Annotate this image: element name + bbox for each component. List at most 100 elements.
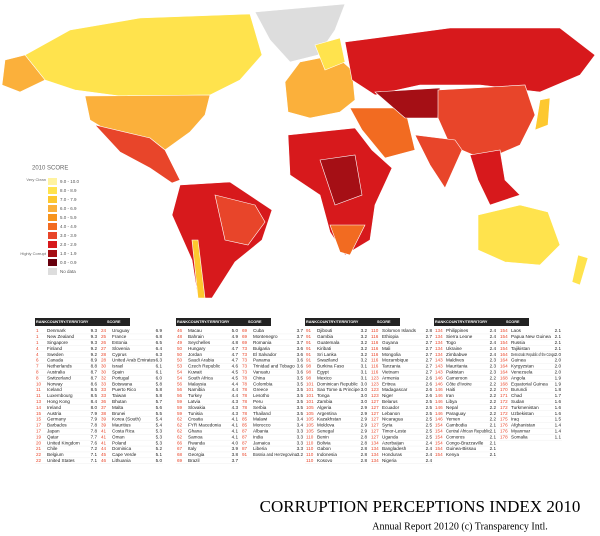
score: 2.1 [490,452,497,457]
table-header: SCORE [107,320,121,324]
score: 4.7 [232,352,239,357]
rank: 85 [242,423,248,428]
rank: 22 [36,452,42,457]
score: 1.4 [555,429,562,434]
score: 5.3 [156,440,163,445]
rank: 87 [242,429,248,434]
rank: 123 [371,381,379,386]
score: 4.1 [232,423,239,428]
score: 5.6 [156,405,163,410]
country: Azerbaijan [382,440,404,445]
legend-swatch [48,259,57,266]
score: 6.5 [156,340,163,345]
country: Afghanistan [511,423,536,428]
score: 1.4 [555,423,562,428]
country: Tunisia [188,411,203,416]
country: Australia [47,370,65,375]
score: 2.3 [490,358,497,363]
country: Kosovo [317,458,333,463]
score: 3.6 [297,346,304,351]
rank: 50 [177,352,183,357]
country: Kyrgyzstan [511,364,534,369]
rank: 15 [36,411,42,416]
country: Senegal [317,429,334,434]
legend-label: 3.0 - 3.9 [60,233,77,238]
country: Dominica [112,446,132,451]
rank: 66 [177,440,183,445]
country: Trinidad and Tobago [253,364,295,369]
score: 3.2 [361,328,368,333]
rank: 1 [36,340,39,345]
score: 2.6 [426,375,433,380]
country: Portugal [112,375,129,380]
score: 6.0 [156,375,163,380]
score: 2.3 [490,370,497,375]
country: Croatia [188,417,203,422]
country: Italy [188,446,197,451]
score: 2.4 [426,452,433,457]
country: Vietnam [382,370,399,375]
score: 7.9 [91,411,98,416]
rank: 127 [371,434,379,439]
rank: 172 [500,411,508,416]
rank: 98 [306,364,312,369]
score: 2.4 [490,334,497,339]
rank: 49 [177,340,183,345]
country: Lebanon [382,411,400,416]
rank: 127 [371,411,379,416]
score: 5.1 [156,452,163,457]
score: 3.3 [297,429,304,434]
score: 5.4 [156,417,163,422]
score: 8.5 [91,387,98,392]
score: 2.5 [426,434,433,439]
score: 3.3 [297,446,304,451]
country: Ireland [47,405,61,410]
rank: 33 [101,387,107,392]
score: 4.3 [232,405,239,410]
score: 4.9 [232,334,239,339]
score: 1.6 [555,411,562,416]
rank: 45 [101,452,107,457]
score: 2.2 [490,399,497,404]
legend-label: 6.0 - 6.9 [60,206,77,211]
country: Cameroon [446,375,468,380]
rank: 56 [177,393,183,398]
rank: 116 [371,346,379,351]
country: Belarus [382,399,398,404]
legend-label: 4.0 - 4.9 [60,224,77,229]
country: Netherlands [47,364,72,369]
score: 4.8 [232,340,239,345]
country: Ecuador [382,405,400,410]
country: Mali [382,346,390,351]
score: 2.5 [426,399,433,404]
table-header: COUNTRY/TERRITORY [446,320,488,324]
score: 8.7 [91,370,98,375]
table-header: SCORE [506,320,520,324]
score: 3.5 [297,393,304,398]
score: 8.4 [91,399,98,404]
rank: 178 [500,434,508,439]
score: 3.7 [297,328,304,333]
score: 6.8 [156,334,163,339]
score: 3.4 [297,417,304,422]
rank: 73 [242,352,248,357]
score: 8.8 [91,364,98,369]
rank: 110 [306,434,314,439]
rank: 73 [242,346,248,351]
rank: 67 [177,446,183,451]
table-header: RANK [36,320,47,324]
score: 3.1 [361,370,368,375]
country: Zimbabwe [446,352,468,357]
score: 2.1 [490,440,497,445]
canada [24,13,263,97]
country: Morocco [253,423,271,428]
score: 1.5 [555,417,562,422]
score: 2.2 [490,381,497,386]
rank: 44 [101,446,107,451]
legend-label: 7.0 - 7.9 [60,197,77,202]
score: 2.7 [426,352,433,357]
country: Somalia [511,434,528,439]
country: Hungary [188,346,206,351]
country: Montenegro [253,334,278,339]
country: Samoa [188,434,203,439]
